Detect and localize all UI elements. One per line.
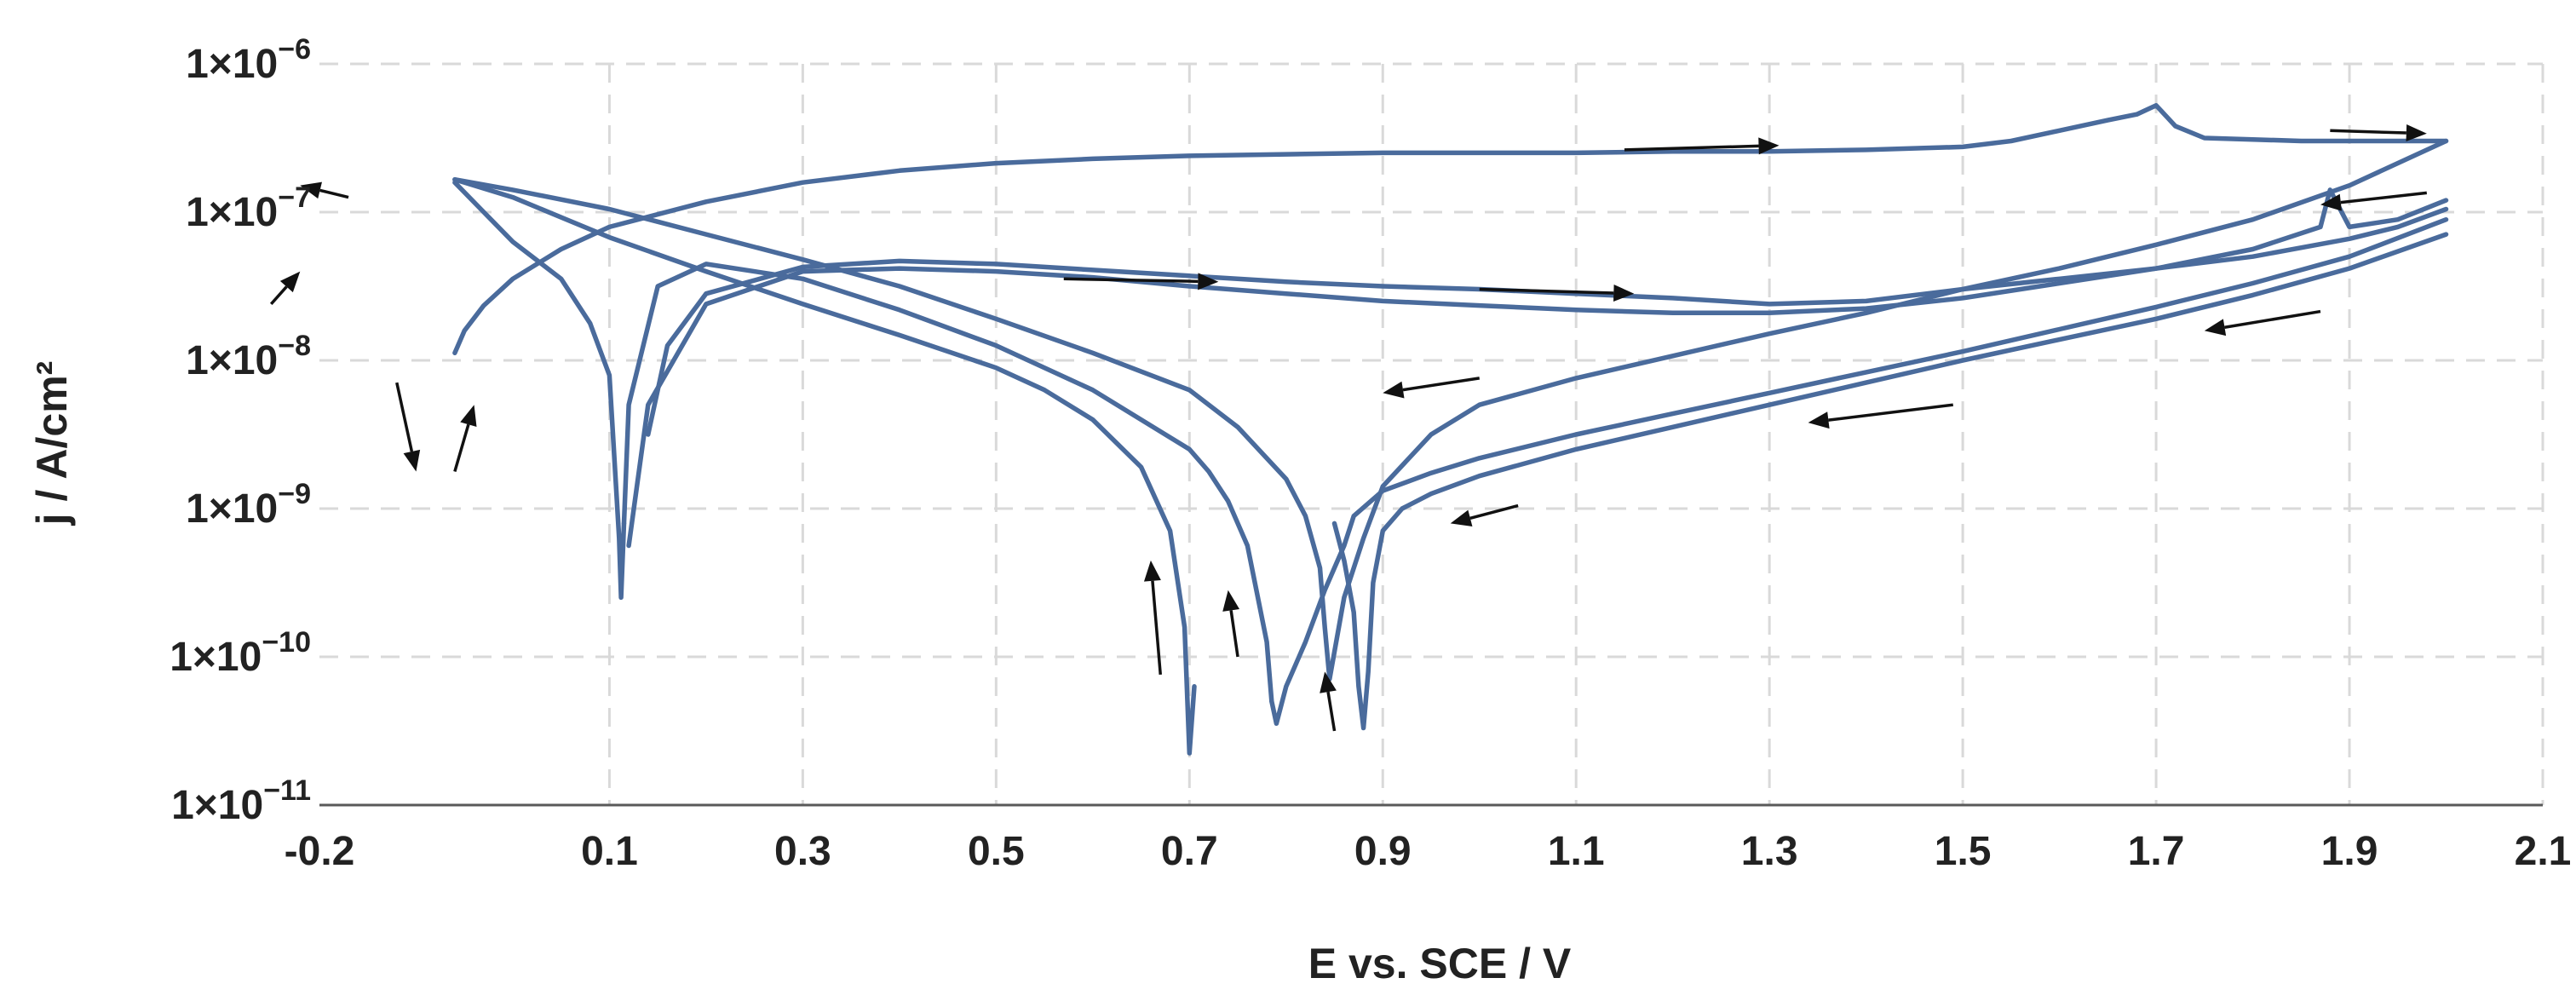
y-tick-mantissa: 1×10 [171, 783, 263, 828]
y-tick-mantissa: 1×10 [186, 486, 278, 532]
x-tick-label: 1.3 [1741, 829, 1798, 874]
scan-arrow-shaft [1479, 287, 1614, 295]
scan-arrow-head [1758, 137, 1780, 155]
scan-direction-arrows [269, 124, 2428, 732]
y-tick-label: 1×10−6 [186, 33, 311, 87]
x-tick-label: 0.3 [774, 829, 831, 874]
x-tick-label: 0.1 [581, 829, 638, 874]
y-tick-exponent: −8 [278, 330, 311, 362]
series-cycle-1-reverse [452, 138, 2449, 682]
scan-arrow-head [2320, 193, 2342, 211]
scan-arrow-shaft [1828, 403, 1953, 422]
x-tick-label: 2.1 [2515, 829, 2572, 874]
y-tick-exponent: −9 [278, 478, 311, 510]
scan-arrow-shaft [2330, 129, 2406, 135]
scan-arrow-shaft [1624, 144, 1759, 152]
scan-arrow-shaft [1063, 277, 1199, 284]
y-tick-exponent: −6 [278, 33, 311, 66]
scan-arrow-shaft [2340, 191, 2428, 204]
y-tick-label: 1×10−11 [171, 774, 311, 828]
x-tick-label: 0.9 [1354, 829, 1412, 874]
scan-arrow-shaft [1326, 691, 1337, 732]
scan-arrow-shaft [269, 285, 288, 306]
y-tick-mantissa: 1×10 [186, 190, 278, 235]
grid-lines [319, 62, 2544, 805]
scan-arrow-head [1613, 285, 1635, 302]
series-cycle-2-reverse [1269, 216, 2449, 727]
y-tick-label: 1×10−8 [186, 330, 311, 383]
y-tick-mantissa: 1×10 [186, 42, 278, 87]
scan-arrow-shaft [2224, 309, 2321, 329]
scan-arrow-shaft [319, 188, 349, 199]
x-tick-label: 1.1 [1548, 829, 1605, 874]
x-tick-label: 1.7 [2128, 829, 2185, 874]
scan-arrow-head [300, 181, 322, 199]
series-cycle-2-cathodic-branch [452, 176, 1197, 756]
x-tick-label: 0.5 [968, 829, 1025, 874]
scan-arrow-head [403, 449, 421, 472]
series-cycle-2-passive-forward [646, 206, 2449, 437]
scan-arrow-head [1383, 381, 1405, 399]
x-axis-title: E vs. SCE / V [1308, 940, 1572, 987]
y-tick-label: 1×10−7 [186, 181, 311, 235]
scan-arrow-shaft [1229, 610, 1239, 658]
series-cycle-2-anodic-restart [621, 262, 1274, 704]
x-tick-label: 1.5 [1935, 829, 1992, 874]
series-cycle-3-passive-forward [626, 187, 2449, 549]
scan-arrow-shaft [1402, 377, 1481, 392]
scan-arrow-head [1198, 273, 1219, 291]
scan-arrow-head [279, 271, 301, 293]
y-tick-label: 1×10−9 [186, 478, 311, 532]
series-cycle-3-cathodic-dip [452, 180, 627, 601]
y-tick-mantissa: 1×10 [186, 338, 278, 383]
y-axis-title: j / A/cm² [28, 361, 76, 526]
scan-arrow-head [1222, 590, 1240, 612]
scan-arrow-head [1143, 560, 1161, 582]
y-tick-exponent: −11 [263, 774, 311, 807]
y-tick-exponent: −7 [278, 181, 311, 214]
y-tick-mantissa: 1×10 [170, 635, 262, 680]
x-tick-label: -0.2 [285, 829, 355, 874]
scan-arrow-shaft [453, 423, 470, 472]
scan-arrow-head [2406, 124, 2427, 142]
polarization-curves [452, 102, 2449, 756]
scan-arrow-shaft [1151, 580, 1163, 676]
scan-arrow-head [460, 405, 477, 428]
y-tick-exponent: −10 [262, 626, 311, 659]
y-tick-label: 1×10−10 [170, 626, 311, 680]
series-cycle-3-reverse [1331, 232, 2449, 731]
tick-labels: -0.2 0.1 0.3 0.5 0.7 0.9 1.1 1.3 1.5 1.7 1.9 2.1 1×1… [170, 33, 2571, 874]
scan-arrow-head [1808, 411, 1830, 429]
scan-arrow-shaft [395, 382, 414, 452]
scan-arrow-shaft [1469, 503, 1519, 520]
series-cycle-1-forward [452, 102, 2449, 356]
x-tick-label: 1.9 [2321, 829, 2378, 874]
scan-arrow-head [2204, 319, 2227, 337]
scan-arrow-head [1320, 671, 1337, 693]
scan-arrow-head [1450, 509, 1473, 526]
x-tick-label: 0.7 [1161, 829, 1218, 874]
